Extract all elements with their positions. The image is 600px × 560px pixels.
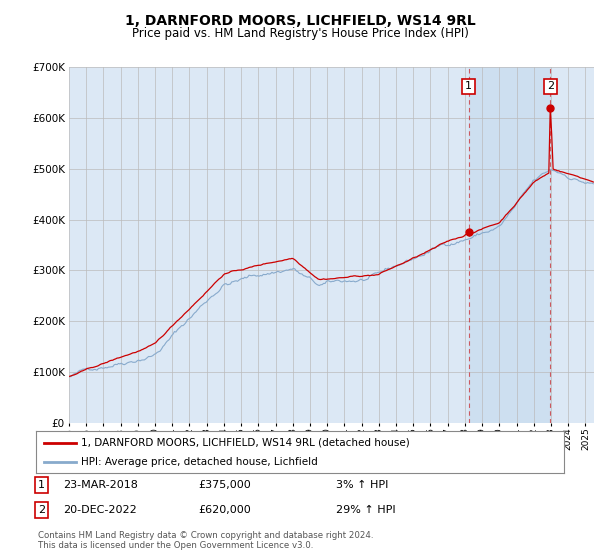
Text: 1: 1 <box>465 81 472 91</box>
Text: 1, DARNFORD MOORS, LICHFIELD, WS14 9RL: 1, DARNFORD MOORS, LICHFIELD, WS14 9RL <box>125 14 475 28</box>
Text: Price paid vs. HM Land Registry's House Price Index (HPI): Price paid vs. HM Land Registry's House … <box>131 27 469 40</box>
Text: £375,000: £375,000 <box>198 480 251 490</box>
Text: 20-DEC-2022: 20-DEC-2022 <box>63 505 137 515</box>
Text: 2: 2 <box>38 505 45 515</box>
Text: 3% ↑ HPI: 3% ↑ HPI <box>336 480 388 490</box>
Bar <box>469 67 550 423</box>
Text: Contains HM Land Registry data © Crown copyright and database right 2024.
This d: Contains HM Land Registry data © Crown c… <box>38 531 373 550</box>
Text: HPI: Average price, detached house, Lichfield: HPI: Average price, detached house, Lich… <box>81 457 317 467</box>
Text: £620,000: £620,000 <box>198 505 251 515</box>
Text: 23-MAR-2018: 23-MAR-2018 <box>63 480 138 490</box>
Text: 1, DARNFORD MOORS, LICHFIELD, WS14 9RL (detached house): 1, DARNFORD MOORS, LICHFIELD, WS14 9RL (… <box>81 437 410 447</box>
Text: 29% ↑ HPI: 29% ↑ HPI <box>336 505 395 515</box>
Text: 1: 1 <box>38 480 45 490</box>
Text: 2: 2 <box>547 81 554 91</box>
